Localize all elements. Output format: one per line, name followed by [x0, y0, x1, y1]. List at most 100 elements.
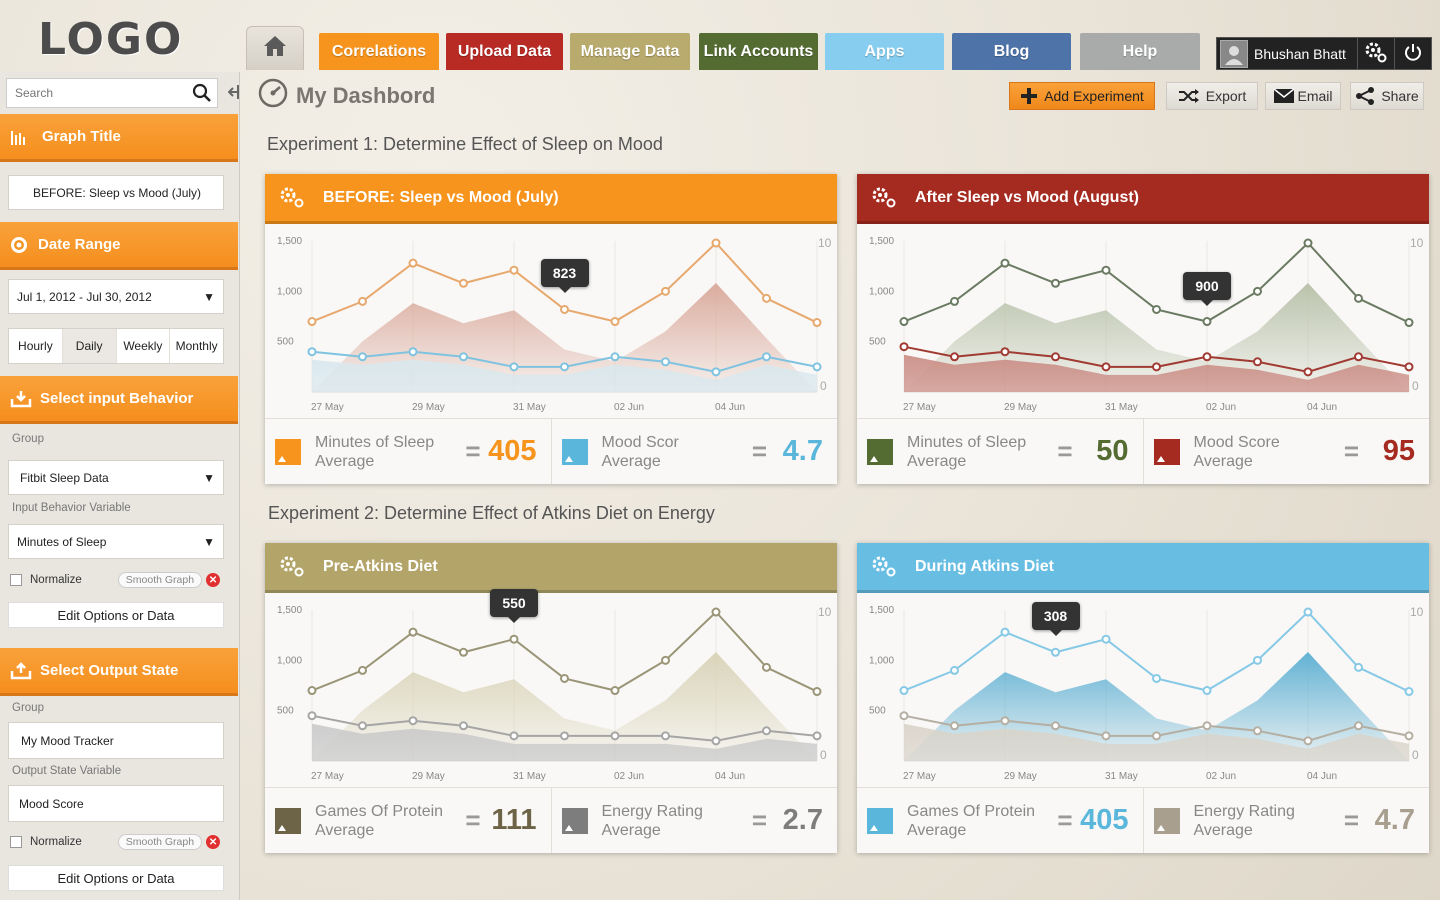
nav-tab-upload-data[interactable]: Upload Data: [446, 33, 563, 70]
settings-button[interactable]: [1357, 38, 1394, 69]
search-input[interactable]: [7, 86, 187, 100]
data-point: [1051, 278, 1060, 288]
gear-icon: [1364, 41, 1388, 66]
data-point: [1404, 731, 1414, 741]
nav-tab-help[interactable]: Help: [1080, 33, 1200, 70]
user-menu[interactable]: Bhushan Bhatt: [1216, 37, 1432, 70]
close-icon[interactable]: ✕: [206, 573, 221, 587]
stat-aggregation: Average: [601, 452, 661, 470]
search-box: [6, 78, 218, 108]
chart-stats: Minutes of Sleep Average = 50 Mood Score Aver…: [857, 418, 1429, 484]
chart-panel-header: BEFORE: Sleep vs Mood (July): [265, 174, 837, 224]
output-smooth-graph-toggle[interactable]: Smooth Graph: [117, 834, 203, 850]
data-point: [1051, 352, 1060, 362]
y-tick-label: 1,500: [869, 236, 894, 247]
equals-sign: =: [1057, 805, 1073, 835]
data-point: [1051, 647, 1060, 657]
series-swatch-icon[interactable]: [867, 438, 893, 465]
chart-stats: Games Of Protein Average = 111 Energy Rating…: [265, 787, 837, 853]
series-swatch-icon[interactable]: [1153, 438, 1180, 465]
date-range-value: Jul 1, 2012 - Jul 30, 2012: [17, 289, 152, 304]
series-area: [904, 723, 1409, 761]
y-tick-label: 500: [869, 337, 886, 348]
nav-home-button[interactable]: [246, 26, 304, 70]
gear-icon[interactable]: [871, 555, 899, 579]
output-group-label: Group: [12, 702, 44, 714]
experiment-1-title: Experiment 1: Determine Effect of Sleep …: [267, 134, 663, 154]
email-button[interactable]: Email: [1265, 82, 1341, 110]
input-edit-button[interactable]: Edit Options or Data: [8, 602, 224, 628]
input-group-select[interactable]: Fitbit Sleep Data ▼: [8, 460, 224, 495]
stat-aggregation: Average: [1193, 821, 1253, 839]
tab-weekly[interactable]: Weekly: [117, 329, 171, 363]
gear-icon[interactable]: [279, 186, 307, 210]
tab-hourly[interactable]: Hourly: [9, 329, 63, 363]
y2-tick-label: 0: [820, 748, 827, 762]
x-tick-label: 31 May: [1105, 771, 1138, 782]
collapse-sidebar-icon[interactable]: [227, 82, 246, 107]
user-name: Bhushan Bhatt: [1254, 45, 1346, 62]
data-point: [1253, 726, 1262, 736]
output-normalize-checkbox[interactable]: [10, 836, 22, 848]
output-group-field[interactable]: My Mood Tracker: [8, 722, 224, 759]
stat-box: Games Of Protein Average = 111: [265, 788, 552, 853]
input-normalize-checkbox[interactable]: [10, 574, 22, 586]
equals-sign: =: [1343, 805, 1359, 835]
y-tick-label: 500: [277, 337, 294, 348]
data-point: [899, 686, 909, 696]
data-point: [711, 607, 721, 617]
series-area: [312, 359, 817, 392]
search-icon[interactable]: [187, 83, 217, 103]
nav-tab-link-accounts[interactable]: Link Accounts: [699, 33, 818, 70]
logo[interactable]: LOGO: [38, 14, 184, 65]
input-variable-select[interactable]: Minutes of Sleep ▼: [8, 524, 224, 559]
series-swatch-icon[interactable]: [561, 438, 588, 465]
nav-tab-apps[interactable]: Apps: [825, 33, 944, 70]
input-smooth-graph-toggle[interactable]: Smooth Graph: [117, 572, 203, 588]
share-button[interactable]: Share: [1350, 82, 1424, 110]
tab-monthly[interactable]: Monthly: [175, 339, 218, 353]
tab-daily[interactable]: Daily: [62, 329, 117, 363]
graph-title-field[interactable]: BEFORE: Sleep vs Mood (July): [8, 175, 224, 210]
stat-value: 111: [491, 804, 537, 836]
x-tick-label: 04 Jun: [715, 402, 745, 413]
data-point: [1152, 304, 1161, 314]
logout-button[interactable]: [1394, 38, 1431, 69]
gear-icon[interactable]: [279, 555, 307, 579]
data-point: [509, 731, 519, 741]
series-swatch-icon[interactable]: [275, 807, 301, 834]
y2-tick-label: 10: [818, 605, 832, 619]
data-point: [899, 342, 909, 352]
nav-tab-manage-data[interactable]: Manage Data: [570, 33, 690, 70]
chart-panel-header: After Sleep vs Mood (August): [857, 174, 1429, 224]
add-experiment-button[interactable]: Add Experiment: [1009, 82, 1155, 110]
y2-tick-label: 0: [820, 379, 827, 393]
date-range-select[interactable]: Jul 1, 2012 - Jul 30, 2012 ▼: [8, 279, 224, 314]
nav-tab-blog[interactable]: Blog: [952, 33, 1071, 70]
nav-tab-correlations[interactable]: Correlations: [319, 33, 439, 70]
shuffle-icon: [1178, 88, 1200, 104]
y-tick-label: 1,500: [869, 605, 894, 616]
series-swatch-icon[interactable]: [561, 807, 588, 834]
output-variable-label: Output State Variable: [12, 765, 122, 777]
x-tick-label: 27 May: [311, 402, 344, 413]
export-button[interactable]: Export: [1166, 82, 1258, 110]
output-edit-button[interactable]: Edit Options or Data: [8, 865, 224, 891]
close-icon[interactable]: ✕: [206, 835, 221, 849]
x-tick-label: 04 Jun: [1307, 402, 1337, 413]
stat-box: Mood Score Average = 95: [1144, 419, 1430, 484]
series-swatch-icon[interactable]: [275, 438, 301, 465]
gear-icon[interactable]: [871, 186, 899, 210]
data-point: [762, 352, 771, 362]
series-swatch-icon[interactable]: [867, 807, 893, 834]
data-point: [1101, 731, 1111, 741]
x-tick-label: 29 May: [1004, 402, 1037, 413]
envelope-icon: [1273, 88, 1295, 104]
data-point: [408, 347, 418, 357]
y2-tick-label: 10: [1410, 236, 1424, 250]
stat-label: Energy Rating Average: [602, 802, 752, 840]
chevron-down-icon: ▼: [203, 535, 215, 549]
equals-sign: =: [751, 436, 767, 466]
series-swatch-icon[interactable]: [1153, 807, 1180, 834]
output-variable-field[interactable]: Mood Score: [8, 785, 224, 822]
